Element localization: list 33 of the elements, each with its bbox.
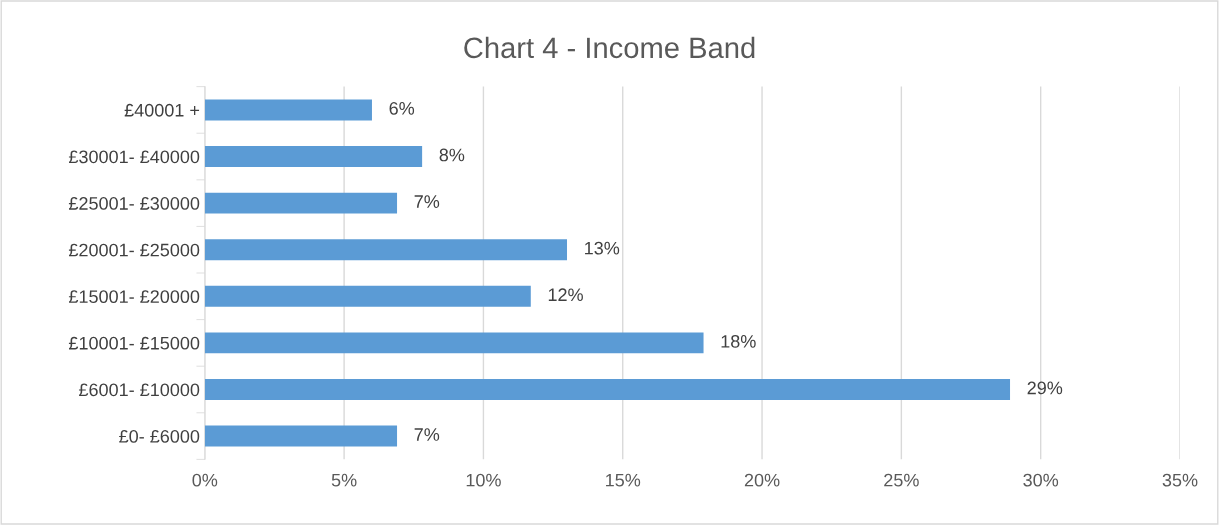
x-tick-label: 25%: [884, 473, 919, 487]
x-tick-label: 30%: [1023, 473, 1059, 487]
y-tick-label: £20001- £25000: [68, 243, 200, 257]
bar: [204, 192, 398, 214]
bar: [204, 99, 372, 121]
x-tick-label: 10%: [466, 473, 501, 487]
x-tick-label: 15%: [606, 473, 641, 487]
x-tick-label: 20%: [744, 473, 780, 487]
data-label: 6%: [389, 101, 415, 115]
y-tick-label: £30001- £40000: [68, 150, 200, 164]
data-label: 18%: [721, 334, 756, 348]
data-label: 29%: [1027, 381, 1063, 395]
data-label: 13%: [585, 241, 620, 255]
y-tick-label: £25001- £30000: [68, 197, 200, 210]
data-label: 8%: [439, 148, 465, 162]
chart-title: Chart 4 - Income Band: [464, 36, 755, 59]
y-tick-label: £0- £6000: [119, 430, 200, 443]
bar: [204, 146, 423, 167]
bar: [204, 285, 531, 307]
x-tick-label: 5%: [331, 473, 357, 487]
bar: [204, 332, 704, 354]
data-label: 7%: [414, 195, 440, 208]
data-label: 12%: [548, 288, 583, 302]
y-tick-label: £6001- £10000: [78, 383, 200, 397]
bar: [204, 239, 568, 261]
bar: [204, 425, 398, 447]
y-tick-label: £10001- £15000: [68, 336, 200, 350]
x-tick-label: 0%: [192, 473, 218, 487]
y-tick-label: £15001- £20000: [68, 290, 200, 304]
x-tick-label: 35%: [1162, 473, 1198, 487]
data-label: 7%: [414, 428, 440, 441]
y-tick-label: £40001 +: [124, 103, 200, 117]
bar: [204, 379, 1011, 400]
